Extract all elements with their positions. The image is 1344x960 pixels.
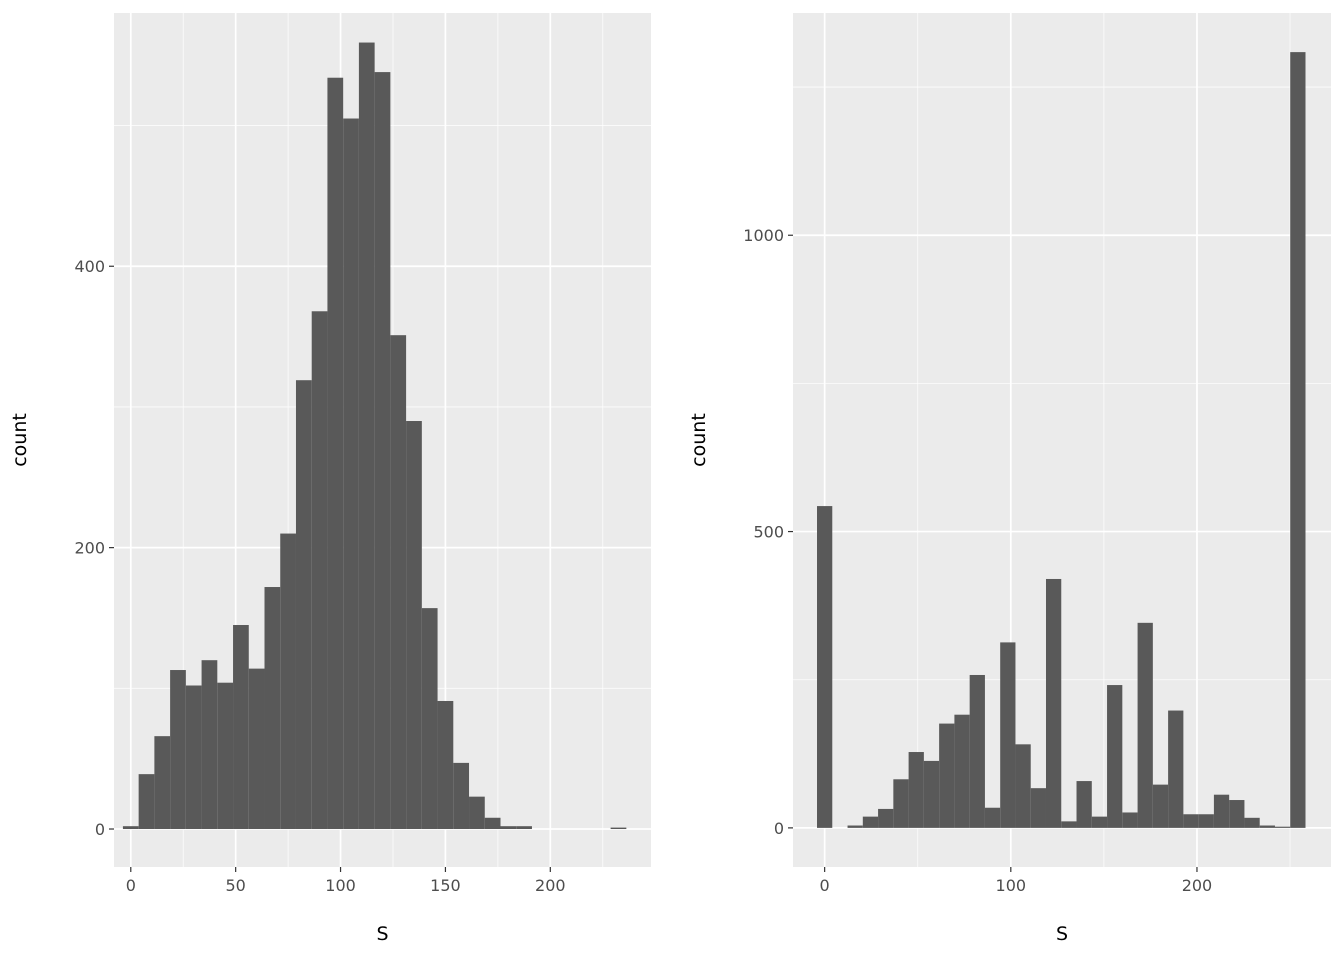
histogram-bar (343, 118, 359, 830)
histogram-bar (954, 714, 970, 828)
histogram-bar (893, 779, 909, 828)
histogram-bar (406, 421, 422, 830)
histogram-bar (878, 808, 894, 828)
histogram-bar (233, 625, 249, 830)
histogram-bar (374, 72, 391, 830)
histogram-bar (969, 674, 985, 828)
tick-labels-right: 0 100 200 0 500 1000 (743, 226, 1212, 895)
histogram-bar (453, 762, 470, 830)
y-tick-label: 500 (753, 523, 784, 542)
histogram-bar (390, 335, 407, 830)
histogram-bar (984, 807, 1001, 828)
histogram-bar (358, 42, 375, 830)
histogram-bar (923, 760, 940, 828)
histogram-bar (516, 826, 532, 830)
histogram-bar (280, 533, 296, 830)
x-tick-label: 100 (325, 876, 356, 895)
histogram-bar (1091, 816, 1108, 828)
histogram-bar (1168, 710, 1184, 828)
bars-left (122, 42, 627, 830)
histogram-bar (1259, 825, 1275, 828)
histogram-bar (1274, 826, 1291, 828)
histogram-bar (1045, 578, 1062, 828)
histogram-bar (264, 587, 281, 830)
histogram-bar (939, 723, 955, 828)
histogram-bar (437, 700, 454, 830)
histogram-bar (1213, 794, 1230, 828)
histogram-bar (327, 77, 344, 830)
histogram-bar (201, 660, 218, 830)
grid-minor-right (793, 13, 1331, 867)
x-tick-label: 50 (225, 876, 245, 895)
x-tick-label: 200 (1182, 876, 1213, 895)
y-axis-title-left: count (9, 413, 31, 467)
histogram-bar (217, 682, 234, 830)
y-tick-label: 1000 (743, 226, 784, 245)
histogram-bar (500, 826, 517, 830)
x-axis-title-left: S (376, 923, 388, 945)
histogram-bar (1229, 800, 1245, 828)
histogram-bar (469, 796, 485, 830)
histogram-bar (847, 825, 863, 828)
histogram-bar (1244, 817, 1260, 828)
histogram-bar (311, 311, 328, 830)
histogram-bar (170, 670, 186, 830)
histogram-bar (185, 685, 202, 830)
histogram-bar (1152, 784, 1169, 828)
histogram-bar (1290, 52, 1306, 828)
y-tick-label: 400 (74, 257, 105, 276)
histogram-bar (295, 380, 312, 830)
histogram-bar (484, 817, 501, 830)
x-tick-label: 0 (820, 876, 830, 895)
histogram-bar (908, 752, 924, 828)
ticks-left (109, 265, 551, 872)
histogram-bar (154, 736, 171, 830)
histogram-bar (610, 827, 627, 830)
y-axis-title-right: count (688, 413, 710, 467)
histogram-bar (817, 506, 833, 828)
ticks-right (788, 234, 1198, 872)
x-tick-label: 150 (430, 876, 461, 895)
x-tick-label: 200 (535, 876, 566, 895)
histogram-bar (138, 774, 155, 830)
x-tick-label: 0 (126, 876, 136, 895)
panel-background-right (793, 13, 1331, 867)
histogram-bar (1030, 788, 1046, 828)
histogram-bar (248, 668, 265, 830)
bars-right (817, 52, 1306, 828)
histogram-bar (1122, 812, 1138, 828)
histogram-bar (1000, 642, 1016, 828)
histogram-bar (122, 826, 139, 830)
x-tick-label: 100 (996, 876, 1027, 895)
histogram-right: 0 100 200 0 500 1000 S count (688, 13, 1331, 945)
histogram-bar (1183, 814, 1199, 828)
histogram-bar (862, 816, 879, 828)
x-axis-title-right: S (1056, 923, 1068, 945)
tick-labels-left: 0 50 100 150 200 0 200 400 (74, 257, 565, 895)
y-tick-label: 0 (774, 819, 784, 838)
y-tick-label: 200 (74, 539, 105, 558)
histogram-bar (1076, 781, 1092, 828)
histogram-bar (1198, 814, 1214, 828)
histogram-bar (1061, 821, 1077, 828)
histogram-bar (421, 608, 438, 830)
histogram-bar (1107, 685, 1123, 828)
histogram-left: 0 50 100 150 200 0 200 400 S count (9, 13, 651, 945)
y-tick-label: 0 (95, 820, 105, 839)
histogram-bar (1137, 622, 1153, 828)
histogram-bar (1015, 744, 1031, 828)
